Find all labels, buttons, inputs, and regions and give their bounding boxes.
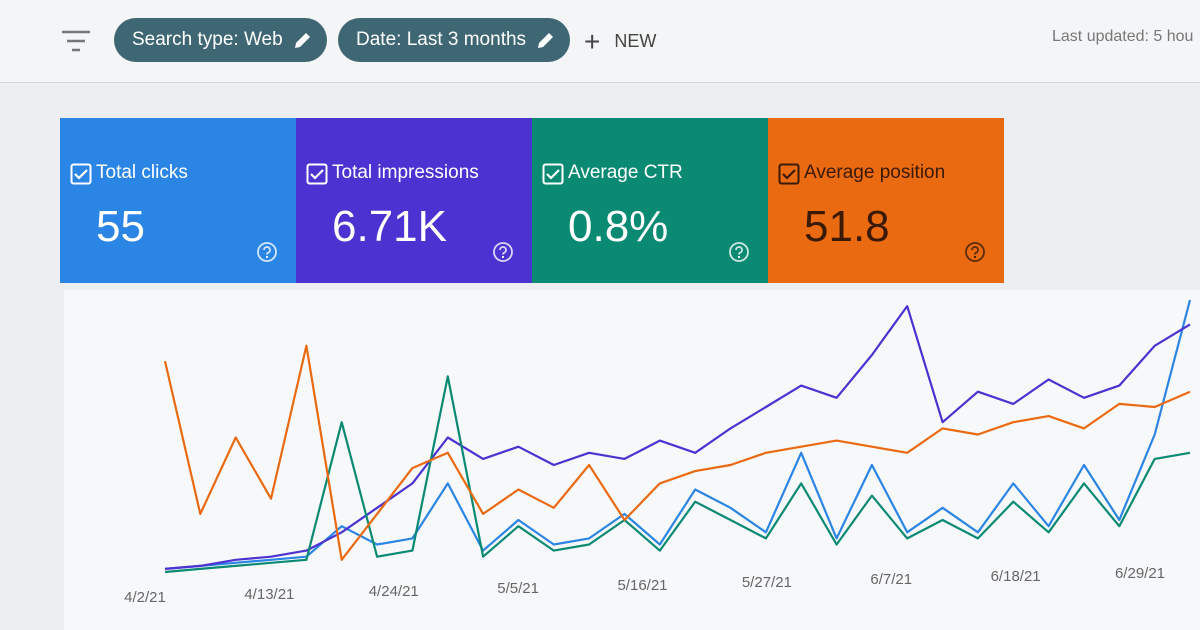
chip-text: Date: Last 3 months: [356, 29, 527, 50]
plus-icon: +: [584, 26, 601, 57]
help-icon[interactable]: [492, 241, 514, 263]
card-label: Total clicks: [96, 162, 188, 183]
card-label: Average CTR: [568, 162, 683, 183]
metric-card[interactable]: Total clicks 55: [60, 118, 296, 283]
edit-icon: [538, 33, 554, 48]
chart-panel: [64, 290, 1200, 630]
new-text: NEW: [614, 31, 657, 51]
card-value: 6.71K: [332, 202, 447, 251]
checkbox[interactable]: [306, 163, 328, 185]
metric-card[interactable]: Average CTR 0.8%: [532, 118, 768, 283]
x-tick-label: 4/13/21: [244, 586, 294, 603]
x-tick-label: 5/16/21: [617, 577, 667, 594]
checkbox[interactable]: [542, 163, 564, 185]
card-label: Average position: [804, 162, 946, 183]
card-value: 51.8: [804, 202, 890, 251]
card-label: Total impressions: [332, 162, 479, 183]
help-icon[interactable]: [728, 241, 750, 263]
x-tick-label: 6/7/21: [870, 571, 912, 588]
x-tick-label: 5/5/21: [497, 580, 539, 597]
x-tick-label: 6/29/21: [1115, 565, 1165, 582]
filter-icon[interactable]: [62, 30, 90, 52]
x-tick-label: 5/27/21: [742, 574, 792, 591]
chip[interactable]: Date: Last 3 months: [338, 18, 571, 62]
help-icon[interactable]: [964, 241, 986, 263]
x-tick-label: 6/18/21: [991, 568, 1041, 585]
x-tick-label: 4/2/21: [124, 589, 166, 606]
chip-text: Search type: Web: [132, 29, 283, 50]
series-line: [163, 344, 1191, 561]
checkbox[interactable]: [778, 163, 800, 185]
card-value: 0.8%: [568, 202, 669, 251]
edit-icon: [294, 33, 310, 48]
series-line: [164, 299, 1192, 570]
help-icon[interactable]: [256, 241, 278, 263]
checkbox[interactable]: [70, 163, 92, 185]
card-value: 55: [96, 202, 145, 251]
series-line: [164, 375, 1191, 574]
metric-card[interactable]: Total impressions 6.71K: [296, 118, 532, 283]
chip[interactable]: Search type: Web: [114, 18, 327, 62]
toolbar: Search type: Web Date: Last 3 months + NE…: [0, 0, 1200, 83]
metric-card[interactable]: Average position 51.8: [768, 118, 1004, 283]
series-line: [164, 305, 1191, 570]
x-tick-label: 4/24/21: [369, 583, 419, 600]
last-updated: Last updated: 5 hou: [1052, 28, 1194, 45]
new-button[interactable]: + NEW: [584, 26, 656, 58]
